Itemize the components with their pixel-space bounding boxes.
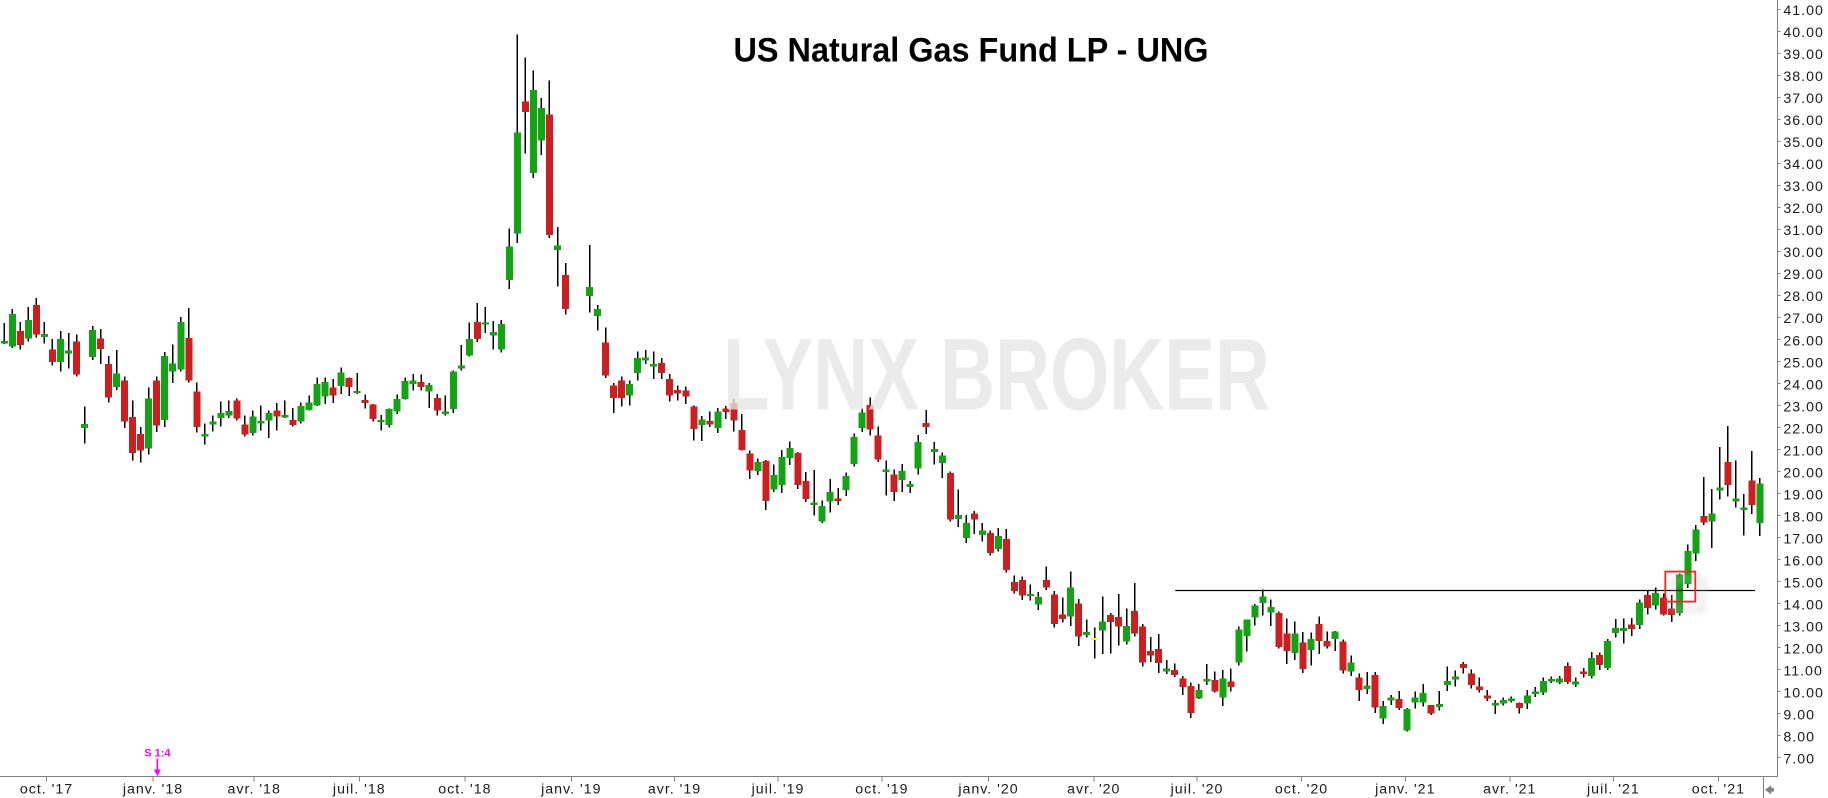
svg-text:oct. '17: oct. '17 [20, 781, 73, 797]
svg-text:15.00: 15.00 [1783, 575, 1824, 591]
svg-text:juil. '19: juil. '19 [751, 781, 805, 797]
svg-text:11.00: 11.00 [1783, 663, 1822, 679]
svg-text:25.00: 25.00 [1783, 355, 1824, 371]
svg-text:34.00: 34.00 [1783, 157, 1824, 173]
svg-text:avr. '19: avr. '19 [648, 781, 701, 797]
svg-text:20.00: 20.00 [1783, 465, 1824, 481]
svg-text:US Natural Gas Fund LP - UNG: US Natural Gas Fund LP - UNG [734, 31, 1209, 69]
svg-text:38.00: 38.00 [1783, 69, 1824, 85]
svg-text:LYNX BROKER: LYNX BROKER [723, 317, 1270, 431]
svg-text:oct. '21: oct. '21 [1692, 781, 1745, 797]
svg-text:22.00: 22.00 [1783, 421, 1824, 437]
svg-text:33.00: 33.00 [1783, 179, 1824, 195]
svg-text:avr. '21: avr. '21 [1483, 781, 1536, 797]
svg-text:avr. '18: avr. '18 [228, 781, 281, 797]
svg-text:17.00: 17.00 [1783, 531, 1824, 547]
svg-text:juil. '21: juil. '21 [1586, 781, 1640, 797]
svg-text:12.00: 12.00 [1783, 641, 1824, 657]
svg-text:janv. '18: janv. '18 [122, 781, 183, 797]
svg-text:27.00: 27.00 [1783, 311, 1824, 327]
svg-text:oct. '19: oct. '19 [855, 781, 908, 797]
svg-text:41.00: 41.00 [1783, 3, 1824, 19]
svg-text:29.00: 29.00 [1783, 267, 1824, 283]
svg-text:oct. '18: oct. '18 [438, 781, 491, 797]
svg-text:31.00: 31.00 [1783, 223, 1824, 239]
svg-text:juil. '20: juil. '20 [1170, 781, 1224, 797]
svg-text:26.00: 26.00 [1783, 333, 1824, 349]
svg-text:18.00: 18.00 [1783, 509, 1824, 525]
svg-text:oct. '20: oct. '20 [1275, 781, 1328, 797]
svg-text:8.00: 8.00 [1783, 729, 1815, 745]
svg-text:40.00: 40.00 [1783, 25, 1824, 41]
svg-text:S 1:4: S 1:4 [144, 748, 171, 760]
svg-text:36.00: 36.00 [1783, 113, 1824, 129]
svg-text:janv. '21: janv. '21 [1374, 781, 1435, 797]
svg-text:39.00: 39.00 [1783, 47, 1824, 63]
svg-text:16.00: 16.00 [1783, 553, 1824, 569]
svg-text:23.00: 23.00 [1783, 399, 1824, 415]
svg-text:janv. '20: janv. '20 [957, 781, 1018, 797]
svg-text:24.00: 24.00 [1783, 377, 1824, 393]
svg-text:21.00: 21.00 [1783, 443, 1824, 459]
svg-text:37.00: 37.00 [1783, 91, 1824, 107]
svg-text:14.00: 14.00 [1783, 597, 1824, 613]
svg-text:35.00: 35.00 [1783, 135, 1824, 151]
svg-text:19.00: 19.00 [1783, 487, 1824, 503]
svg-text:juil. '18: juil. '18 [332, 781, 386, 797]
svg-text:32.00: 32.00 [1783, 201, 1824, 217]
svg-text:30.00: 30.00 [1783, 245, 1824, 261]
svg-text:avr. '20: avr. '20 [1067, 781, 1120, 797]
svg-text:janv. '19: janv. '19 [540, 781, 601, 797]
svg-text:9.00: 9.00 [1783, 707, 1815, 723]
svg-text:13.00: 13.00 [1783, 619, 1824, 635]
svg-text:10.00: 10.00 [1783, 685, 1824, 701]
svg-text:7.00: 7.00 [1783, 751, 1815, 767]
svg-text:28.00: 28.00 [1783, 289, 1824, 305]
